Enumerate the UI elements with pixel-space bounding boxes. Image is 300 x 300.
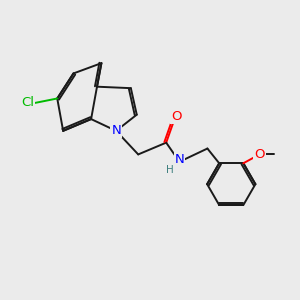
Text: N: N bbox=[111, 124, 121, 137]
Text: H: H bbox=[166, 165, 174, 175]
Text: Cl: Cl bbox=[21, 96, 34, 110]
Text: N: N bbox=[175, 153, 184, 166]
Text: O: O bbox=[254, 148, 265, 161]
Text: O: O bbox=[171, 110, 182, 123]
